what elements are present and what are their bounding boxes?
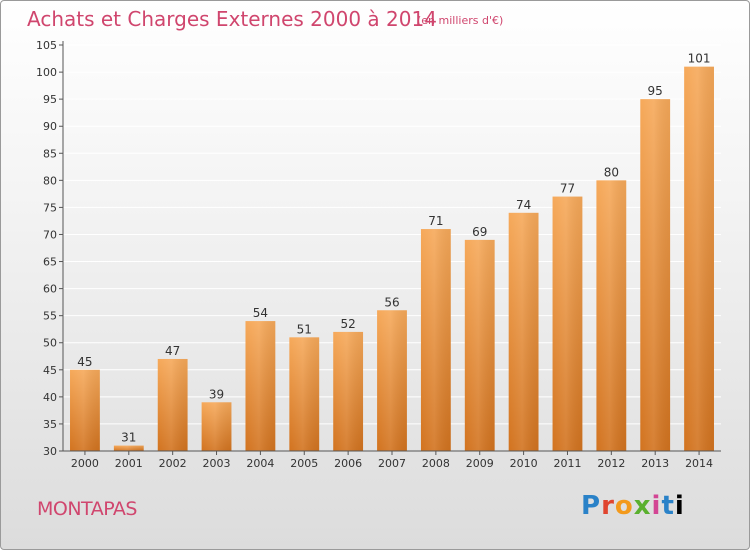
x-tick-label: 2000 (71, 457, 99, 470)
x-tick-label: 2006 (334, 457, 362, 470)
logo-letter: t (661, 491, 675, 521)
bar-highlight (377, 310, 407, 451)
bar-highlight (552, 196, 583, 451)
bar-highlight (157, 358, 188, 451)
x-tick-label: 2005 (290, 457, 318, 470)
y-tick-label: 60 (43, 283, 57, 296)
logo-letter: i (674, 491, 685, 521)
bar-value-label: 39 (209, 387, 224, 401)
y-tick-label: 50 (43, 337, 57, 350)
y-tick-label: 70 (43, 228, 57, 241)
bar-value-label: 69 (472, 225, 487, 239)
logo-letter: P (581, 491, 602, 521)
bar-value-label: 45 (77, 355, 92, 369)
bar-highlight (640, 99, 671, 451)
y-tick-label: 40 (43, 391, 57, 404)
bar-value-label: 56 (384, 295, 399, 309)
bar-highlight (464, 239, 495, 451)
bar-value-label: 54 (253, 306, 268, 320)
commune-name: MONTAPAS (37, 498, 138, 520)
x-tick-label: 2001 (115, 457, 143, 470)
bar-highlight (289, 337, 320, 451)
x-tick-label: 2008 (422, 457, 450, 470)
x-tick-label: 2003 (203, 457, 231, 470)
logo-letter: i (651, 491, 662, 521)
x-tick-label: 2013 (641, 457, 669, 470)
bar-value-label: 71 (428, 214, 443, 228)
bar-value-label: 52 (340, 317, 355, 331)
bar-highlight (113, 445, 144, 451)
bar-highlight (245, 321, 276, 451)
y-tick-label: 65 (43, 256, 57, 269)
bar-value-label: 51 (297, 322, 312, 336)
chart-subtitle: (en milliers d'€) (417, 14, 504, 27)
x-tick-label: 2011 (553, 457, 581, 470)
y-tick-label: 95 (43, 93, 57, 106)
logo-letter: x (633, 491, 652, 521)
bar-value-label: 95 (648, 84, 663, 98)
bar-value-label: 47 (165, 344, 180, 358)
x-tick-label: 2002 (159, 457, 187, 470)
y-tick-label: 35 (43, 418, 57, 431)
bar-value-label: 74 (516, 198, 531, 212)
bar-highlight (201, 402, 232, 451)
bar-value-label: 77 (560, 182, 575, 196)
bar-highlight (596, 180, 627, 452)
bar-highlight (333, 331, 364, 451)
x-tick-label: 2014 (685, 457, 713, 470)
y-tick-label: 55 (43, 310, 57, 323)
proxiti-logo[interactable]: Proxiti (581, 491, 685, 521)
bars: 45 31 47 39 54 51 52 56 71 69 74 77 80 95 101 (70, 52, 714, 452)
bar-value-label: 31 (121, 431, 136, 445)
logo-letter: o (614, 491, 634, 521)
bar-highlight (70, 369, 100, 451)
x-tick-label: 2007 (378, 457, 406, 470)
y-tick-label: 30 (43, 445, 57, 458)
x-tick-label: 2012 (597, 457, 625, 470)
y-tick-label: 100 (36, 66, 57, 79)
chart-title: Achats et Charges Externes 2000 à 2014 (27, 7, 437, 31)
bar-highlight (420, 229, 451, 451)
axes: 30 35 40 45 50 55 60 65 70 75 80 85 90 95 100 105 2000 20… (36, 39, 721, 470)
bar-highlight (684, 66, 714, 452)
x-tick-label: 2004 (246, 457, 274, 470)
logo-letter: r (601, 491, 615, 521)
bar-value-label: 101 (688, 52, 711, 66)
x-tick-label: 2009 (466, 457, 494, 470)
y-tick-label: 105 (36, 39, 57, 52)
y-tick-label: 75 (43, 201, 57, 214)
y-tick-label: 90 (43, 120, 57, 133)
y-tick-label: 85 (43, 147, 57, 160)
y-tick-label: 45 (43, 364, 57, 377)
x-tick-label: 2010 (510, 457, 538, 470)
y-tick-label: 80 (43, 174, 57, 187)
bar-highlight (508, 212, 539, 451)
bar-value-label: 80 (604, 165, 619, 179)
